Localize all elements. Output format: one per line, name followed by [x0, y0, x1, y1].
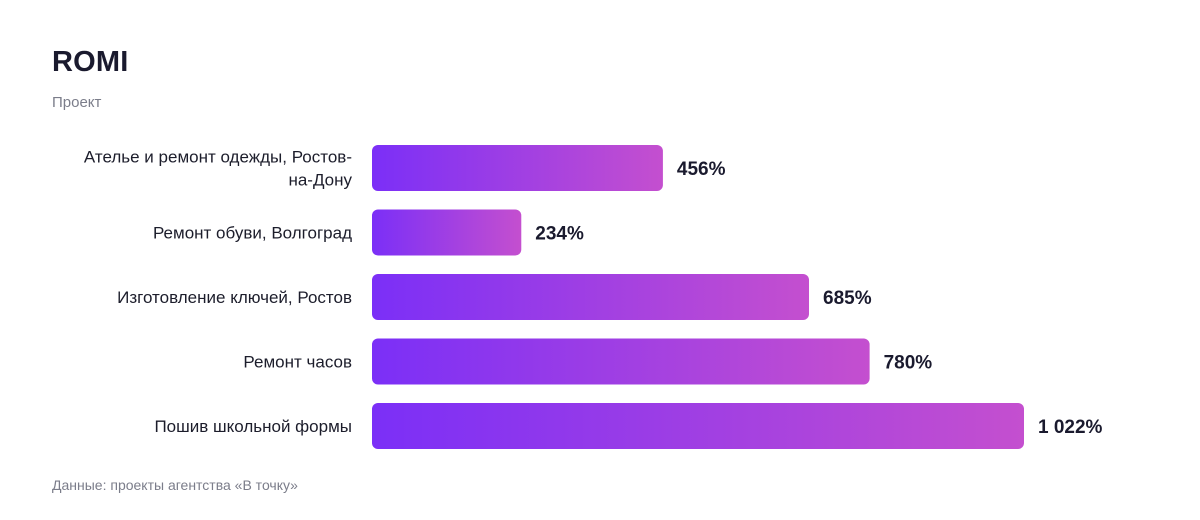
category-axis-label: Проект [52, 94, 102, 111]
category-label: Ремонт часов [243, 353, 352, 372]
bars-group: 456% Ателье и ремонт одежды, Ростов-на-До… [84, 145, 1103, 449]
bar-value-label: 234% [535, 224, 584, 245]
category-label: Изготовление ключей, Ростов [117, 288, 352, 307]
bar [372, 145, 663, 191]
bar-value-label: 685% [823, 288, 872, 309]
bar [372, 403, 1024, 449]
category-label: Ремонт обуви, Волгоград [153, 224, 352, 243]
bar [372, 338, 870, 385]
data-source-note: Данные: проекты агентства «В точку» [52, 477, 298, 493]
bar-value-label: 456% [677, 159, 726, 180]
bar [372, 209, 522, 256]
bar [372, 274, 810, 320]
bar-value-label: 780% [884, 353, 933, 374]
bar-value-label: 1 022% [1038, 417, 1103, 438]
chart-title: ROMI [52, 46, 129, 78]
category-label: Пошив школьной формы [154, 417, 352, 436]
category-label: на-Дону [288, 171, 352, 190]
category-label: Ателье и ремонт одежды, Ростов- [84, 148, 352, 167]
